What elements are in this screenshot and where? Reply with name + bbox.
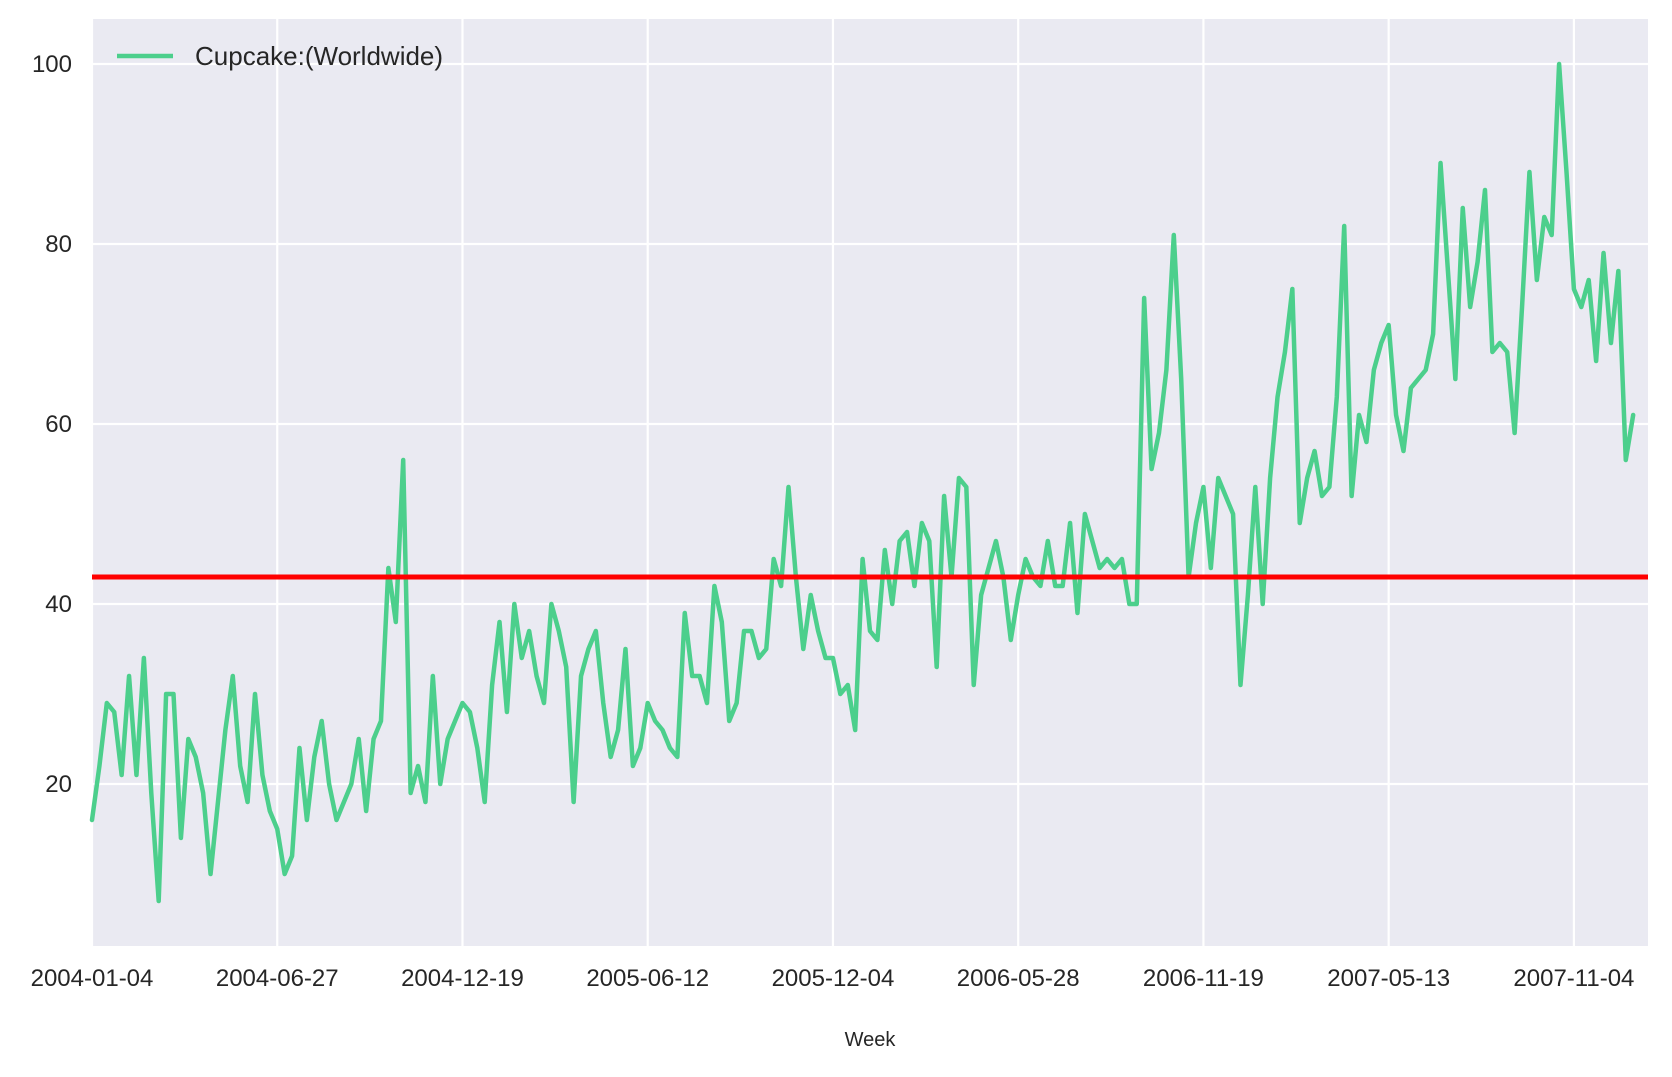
- x-tick-label: 2004-12-19: [401, 965, 524, 992]
- y-tick-label: 60: [45, 411, 72, 438]
- x-tick-label: 2005-12-04: [772, 965, 895, 992]
- x-tick-label: 2007-05-13: [1327, 965, 1450, 992]
- x-tick-label: 2005-06-12: [586, 965, 709, 992]
- x-tick-label: 2004-06-27: [216, 965, 339, 992]
- legend-label: Cupcake:(Worldwide): [195, 41, 443, 71]
- y-tick-label: 80: [45, 231, 72, 258]
- plot-background: [92, 19, 1648, 946]
- x-tick-label: 2004-01-04: [31, 965, 154, 992]
- y-tick-label: 40: [45, 591, 72, 618]
- x-tick-label: 2006-05-28: [957, 965, 1080, 992]
- y-tick-label: 20: [45, 771, 72, 798]
- x-tick-label: 2007-11-04: [1513, 965, 1634, 992]
- y-tick-label: 100: [32, 51, 72, 78]
- x-tick-label: 2006-11-19: [1143, 965, 1264, 992]
- x-axis-label: Week: [845, 1029, 897, 1051]
